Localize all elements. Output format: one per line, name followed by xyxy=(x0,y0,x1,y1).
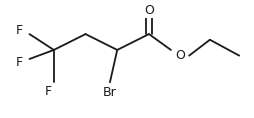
Text: F: F xyxy=(16,24,23,37)
Text: F: F xyxy=(45,85,52,98)
Text: O: O xyxy=(144,4,154,17)
Text: O: O xyxy=(176,49,186,62)
Text: Br: Br xyxy=(103,86,117,99)
Text: F: F xyxy=(16,56,23,69)
